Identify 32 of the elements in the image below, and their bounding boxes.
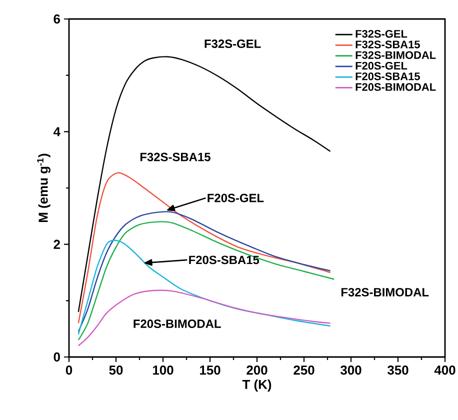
legend-label: F20S-BIMODAL: [356, 83, 436, 91]
annotation: F20S-SBA15: [189, 256, 260, 264]
annotation: F32S-SBA15: [140, 152, 210, 162]
line-series: [78, 211, 331, 332]
line-series: [78, 56, 331, 313]
line-series: [78, 240, 331, 336]
annotation: F32S-GEL: [204, 40, 261, 48]
x-tick-label: 250: [294, 366, 314, 375]
legend-label: F32S-SBA15: [356, 40, 420, 48]
x-tick-label: 350: [387, 366, 408, 375]
legend-label: F32S-GEL: [356, 30, 408, 38]
line-series: [78, 290, 331, 346]
x-tick-label: 400: [434, 366, 456, 375]
x-tick-label: 150: [200, 366, 220, 375]
x-tick-label: 0: [66, 366, 72, 375]
legend-label: F20S-SBA15: [356, 72, 420, 80]
x-tick-label: 50: [109, 366, 123, 375]
y-axis-title: M (emu g$^{-1}$): [37, 154, 50, 222]
y-tick-label: 6: [54, 14, 60, 24]
legend-label: F32S-BIMODAL: [356, 51, 436, 59]
x-axis-title: T (K): [242, 380, 272, 392]
y-tick-label: 4: [53, 127, 60, 136]
x-tick-label: 300: [340, 366, 362, 375]
annotation: F20S-GEL: [208, 194, 264, 202]
legend-label: F20S-GEL: [356, 62, 408, 70]
annotation: F20S-BIMODAL: [134, 320, 221, 328]
line-series: [78, 221, 335, 341]
x-tick-label: 100: [153, 366, 174, 375]
x-tick-label: 200: [246, 366, 268, 375]
annotation: F32S-BIMODAL: [341, 288, 429, 296]
y-tick-label: 2: [54, 240, 60, 249]
y-tick-label: 0: [54, 352, 60, 362]
